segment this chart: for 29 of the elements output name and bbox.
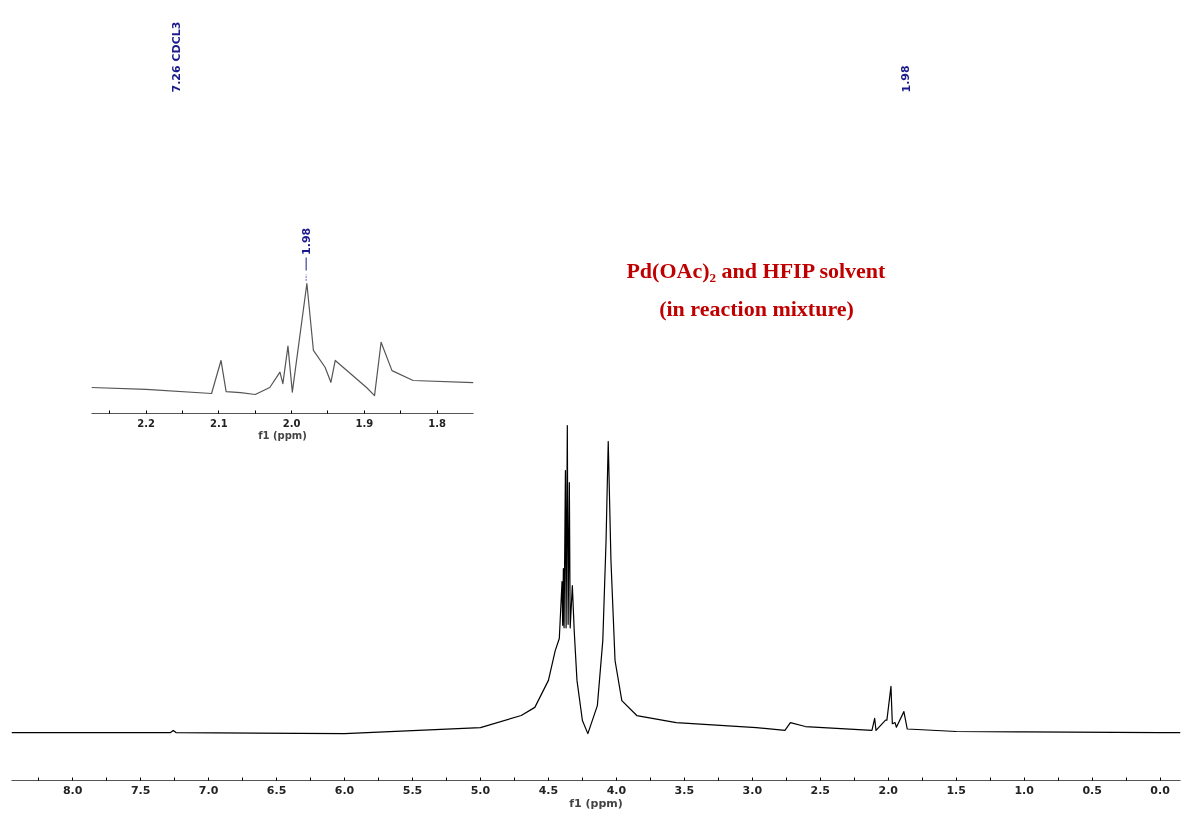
text: Pd(OAc)₂ and HFIP solvent xyxy=(626,258,887,283)
x-axis-title: f1 (ppm) xyxy=(569,796,623,810)
text: (in reaction mixture) xyxy=(659,296,854,321)
x-tick-label: 5.5 xyxy=(402,783,423,797)
x-tick-label: 3.0 xyxy=(742,783,763,797)
x-tick-label: 6.0 xyxy=(334,783,355,797)
x-tick-label: 2.1 xyxy=(209,417,228,429)
text: 1.98 xyxy=(899,65,913,93)
x-tick-label: 2.5 xyxy=(810,783,831,797)
x-tick-label: 5.0 xyxy=(470,783,491,797)
x-tick-label: 0.0 xyxy=(1150,783,1171,797)
x-tick-label: 6.5 xyxy=(266,783,287,797)
x-tick-label: 1.8 xyxy=(428,417,447,429)
annotation: 1.98 xyxy=(300,227,314,255)
x-tick-label: 8.0 xyxy=(62,783,83,797)
x-tick-label: 1.9 xyxy=(355,417,374,429)
x-tick-label: 1.0 xyxy=(1014,783,1035,797)
x-tick-label: 2.0 xyxy=(878,783,899,797)
x-tick-label: 2.0 xyxy=(282,417,301,429)
x-tick-label: 0.5 xyxy=(1082,783,1102,797)
text: 7.26 CDCL3 xyxy=(170,21,183,93)
x-axis-title: f1 (ppm) xyxy=(258,429,307,441)
x-tick-label: 4.5 xyxy=(538,783,559,797)
x-tick-label: 4.0 xyxy=(606,783,627,797)
x-tick-label: 1.5 xyxy=(946,783,966,797)
x-tick-label: 3.5 xyxy=(674,783,695,797)
x-tick-label: 7.0 xyxy=(198,783,219,797)
x-tick-label: 7.5 xyxy=(130,783,151,797)
x-tick-label: 2.2 xyxy=(137,417,155,429)
